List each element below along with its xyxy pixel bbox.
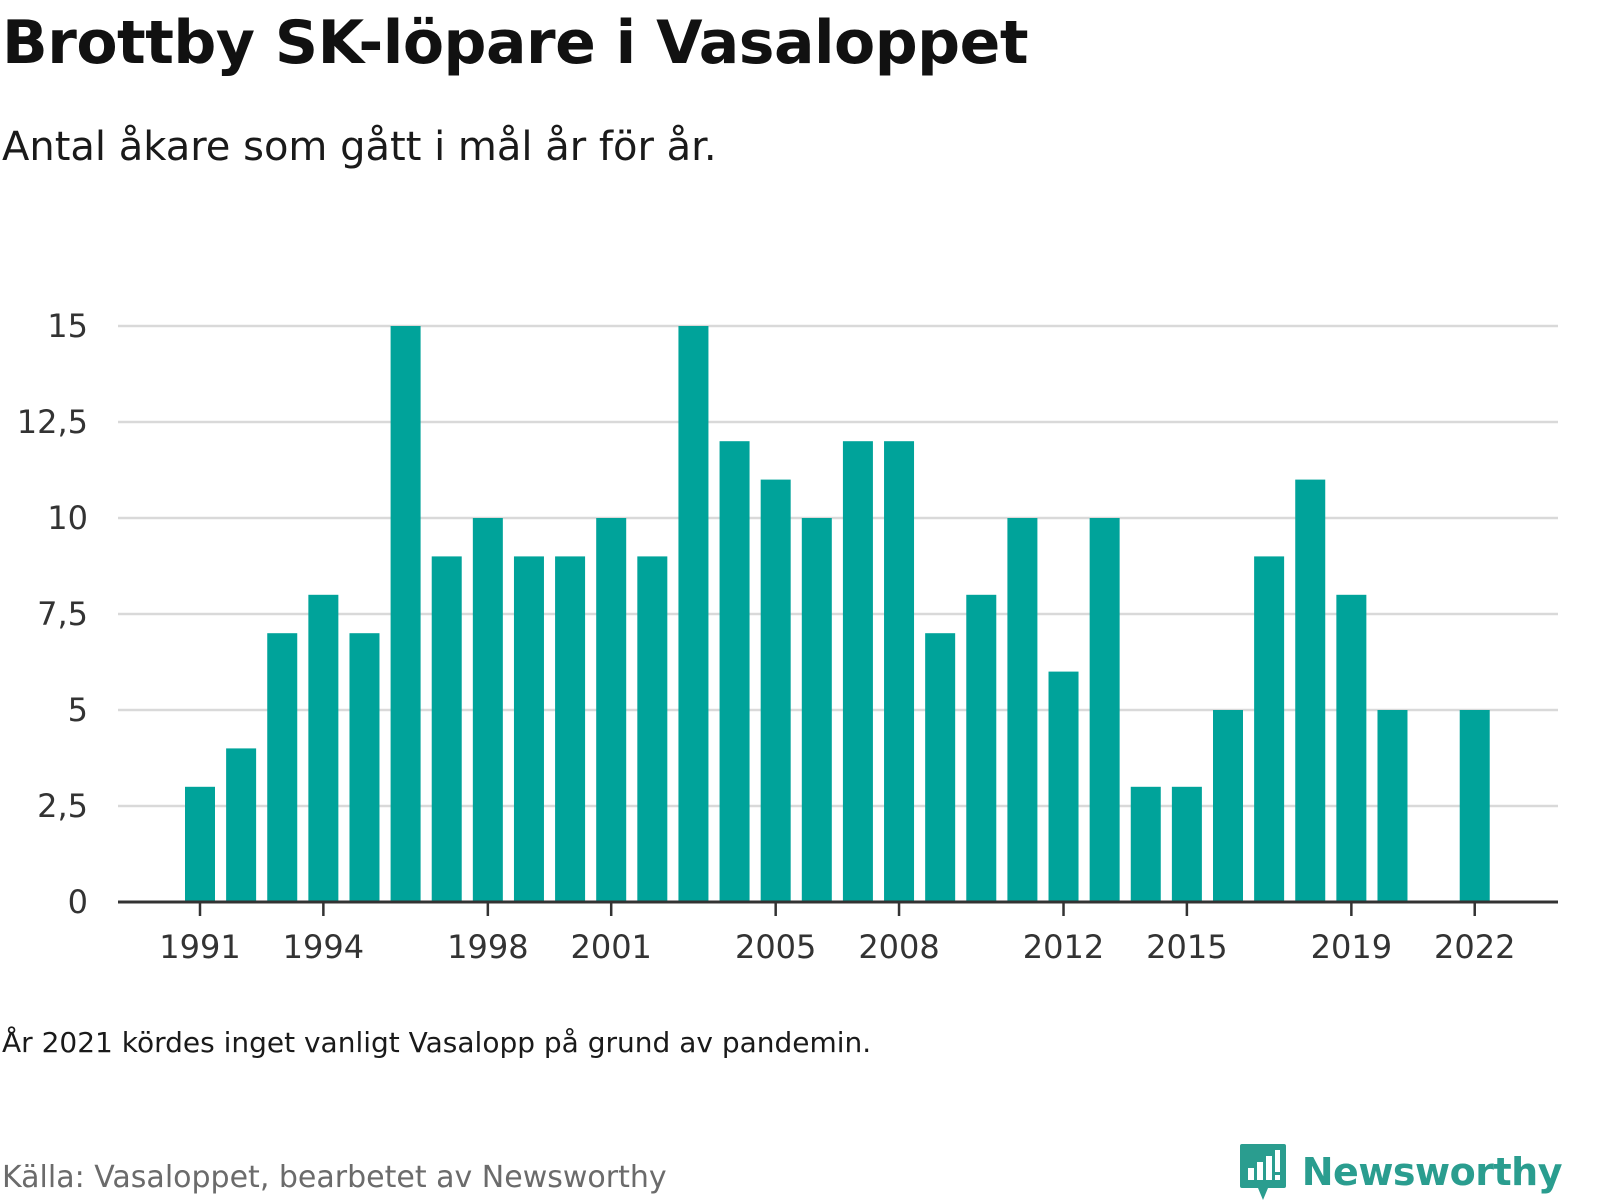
bar: [596, 518, 627, 902]
y-tick-label: 7,5: [37, 595, 88, 633]
bar: [1048, 671, 1079, 902]
bar: [1130, 786, 1161, 902]
y-tick-label: 0: [68, 883, 88, 921]
bar: [267, 633, 298, 902]
bar: [637, 556, 668, 902]
x-tick-label: 2012: [1023, 928, 1104, 966]
newsworthy-logo-icon: [1239, 1144, 1286, 1200]
x-tick-label: 1994: [283, 928, 364, 966]
bar: [1377, 710, 1408, 902]
x-tick-label: 1991: [159, 928, 240, 966]
chart-title: Brottby SK-löpare i Vasaloppet: [2, 8, 1029, 78]
bar: [719, 441, 750, 902]
bar: [431, 556, 462, 902]
bar: [884, 441, 915, 902]
y-tick-label: 2,5: [37, 787, 88, 825]
y-tick-label: 5: [68, 691, 88, 729]
bar: [513, 556, 544, 902]
bar: [226, 748, 257, 902]
bar: [555, 556, 586, 902]
x-tick-label: 1998: [447, 928, 528, 966]
bar: [1171, 786, 1202, 902]
bar: [472, 518, 503, 902]
bar: [308, 594, 339, 902]
bar: [925, 633, 956, 902]
bar: [678, 326, 709, 902]
bar-chart: 0 2,5 5 7,5 10 12,5 15 1991 1994 1998 2001 2005 2008…: [17, 307, 1558, 966]
bar: [185, 786, 215, 902]
y-tick-label: 10: [47, 499, 88, 537]
x-tick-label: 2008: [858, 928, 939, 966]
x-tick-label: 2015: [1146, 928, 1227, 966]
source-text: Källa: Vasaloppet, bearbetet av Newswort…: [2, 1160, 667, 1195]
brand-logo: Newsworthy: [1238, 1142, 1563, 1202]
bar: [1089, 518, 1120, 902]
bar: [966, 594, 997, 902]
bar: [760, 479, 791, 902]
bar: [1254, 556, 1285, 902]
footnote: År 2021 kördes inget vanligt Vasalopp på…: [2, 1026, 872, 1059]
bar: [390, 326, 421, 902]
bar: [801, 518, 832, 902]
bar: [1213, 710, 1243, 902]
bar: [842, 441, 873, 902]
bar: [1459, 710, 1490, 902]
x-tick-label: 2005: [735, 928, 816, 966]
x-tick-label: 2019: [1311, 928, 1392, 966]
brand-name: Newsworthy: [1301, 1150, 1563, 1194]
x-tick-label: 2001: [570, 928, 651, 966]
bar: [1295, 479, 1326, 902]
bar: [1007, 518, 1038, 902]
y-tick-label: 15: [47, 307, 88, 345]
x-tick-label: 2022: [1434, 928, 1515, 966]
y-tick-label: 12,5: [17, 403, 88, 441]
chart-subtitle: Antal åkare som gått i mål år för år.: [2, 124, 717, 170]
bar: [1336, 594, 1367, 902]
bar: [349, 633, 380, 902]
